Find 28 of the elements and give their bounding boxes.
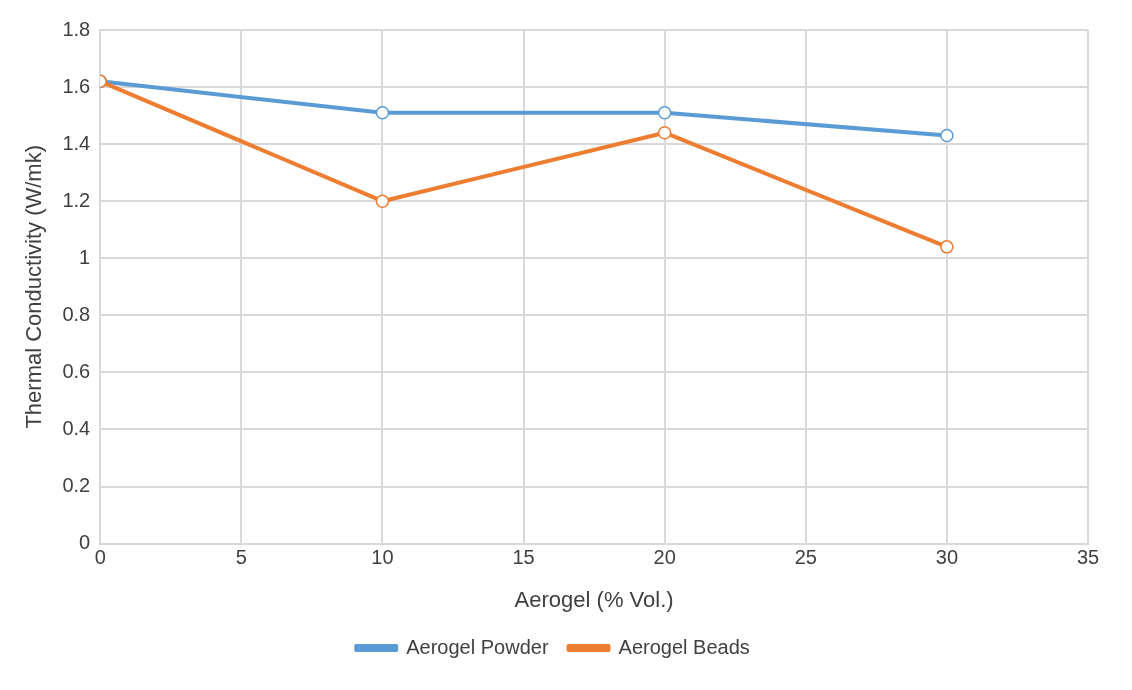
legend-label: Aerogel Powder [406, 635, 549, 658]
y-tick-label: 0.8 [62, 302, 91, 325]
y-tick-label: 1.6 [62, 74, 91, 97]
point [940, 128, 954, 143]
x-tick-label: 35 [1076, 546, 1100, 569]
point [657, 125, 672, 140]
y-tick-label: 1.4 [62, 131, 91, 154]
x-tick-label: 5 [235, 546, 247, 569]
x-tick-label: 25 [794, 546, 817, 569]
y-tick-label: 0 [79, 531, 91, 554]
x-tick-label: 15 [512, 546, 535, 569]
point [940, 240, 954, 254]
y-tick-label: 1.2 [62, 188, 91, 211]
x-tick-label: 30 [935, 546, 959, 569]
y-tick-label: 1 [79, 245, 91, 268]
x-axis-title: Aerogel (% Vol.) [514, 586, 674, 612]
y-axis-title: Thermal Conductivity (W/mk) [21, 145, 47, 429]
y-tick-label: 0.4 [62, 416, 91, 439]
x-tick-label: 20 [653, 546, 676, 569]
legend-label: Aerogel Beads [618, 635, 750, 658]
point [375, 194, 390, 208]
point [375, 106, 390, 120]
x-tick-label: 10 [371, 546, 394, 569]
y-tick-label: 0.6 [62, 359, 91, 382]
x-tick-label: 0 [94, 546, 106, 569]
y-tick-label: 1.8 [62, 17, 91, 40]
y-tick-label: 0.2 [62, 474, 91, 497]
point [657, 106, 672, 120]
